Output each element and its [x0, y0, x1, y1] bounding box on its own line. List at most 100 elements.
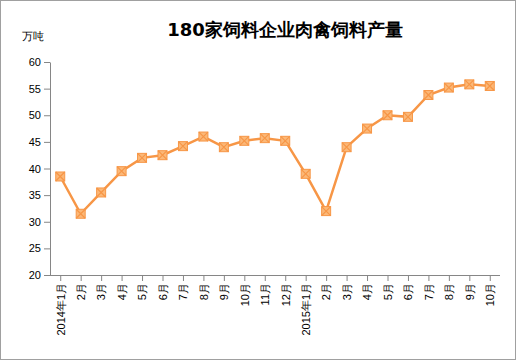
x-tick-mark	[367, 275, 368, 281]
marker	[117, 167, 126, 176]
y-tick-mark	[44, 248, 50, 249]
x-tick-label: 10月	[484, 283, 496, 306]
marker-square	[219, 143, 228, 152]
y-tick-label: 50	[29, 109, 41, 121]
marker-cross	[76, 209, 85, 218]
x-tick-label: 2014年1月	[55, 283, 67, 336]
marker	[138, 153, 147, 162]
x-tick-label: 5月	[136, 283, 148, 300]
x-tick: 10月	[239, 275, 251, 306]
marker-cross	[158, 151, 167, 160]
x-axis: 2014年1月2月3月4月5月6月7月8月9月10月11月12月2015年1月2…	[50, 275, 500, 336]
x-tick-mark	[101, 275, 102, 281]
y-tick-mark	[44, 169, 50, 170]
y-tick-label: 35	[29, 189, 41, 201]
marker	[485, 81, 494, 90]
x-tick: 12月	[280, 275, 292, 306]
marker	[199, 132, 208, 141]
y-tick-label: 30	[29, 216, 41, 228]
x-tick-label: 12月	[280, 283, 292, 306]
y-axis-line	[50, 63, 51, 276]
y-tick-label: 20	[29, 269, 41, 281]
marker	[281, 136, 290, 145]
marker-cross	[322, 207, 331, 216]
x-tick: 9月	[218, 275, 230, 300]
marker-cross	[281, 136, 290, 145]
x-tick-label: 6月	[157, 283, 169, 300]
x-tick-mark	[122, 275, 123, 281]
x-tick-mark	[326, 275, 327, 281]
x-tick-mark	[449, 275, 450, 281]
marker-cross	[178, 142, 187, 151]
marker-square	[117, 167, 126, 176]
y-tick-mark	[44, 222, 50, 223]
marker	[383, 111, 392, 120]
plot-area	[56, 80, 495, 218]
y-tick-mark	[44, 115, 50, 116]
x-tick: 2月	[320, 275, 332, 300]
x-tick: 11月	[259, 275, 271, 305]
marker-cross	[465, 80, 474, 89]
y-tick-label: 60	[29, 56, 41, 68]
x-tick-mark	[60, 275, 61, 281]
marker-square	[260, 134, 269, 143]
title: 180家饲料企业肉禽饲料产量	[167, 19, 403, 40]
marker	[219, 143, 228, 152]
x-tick-label: 3月	[95, 283, 107, 300]
marker-square	[342, 143, 351, 152]
x-tick-mark	[408, 275, 409, 281]
marker-cross	[444, 83, 453, 92]
x-tick: 6月	[157, 275, 169, 300]
x-tick-mark	[285, 275, 286, 281]
marker-cross	[383, 111, 392, 120]
marker	[76, 209, 85, 218]
y-tick-label: 40	[29, 163, 41, 175]
x-tick-label: 6月	[402, 283, 414, 300]
x-tick-mark	[224, 275, 225, 281]
x-tick: 7月	[423, 275, 435, 300]
series-line	[60, 84, 490, 213]
x-tick-mark	[428, 275, 429, 281]
x-tick: 4月	[116, 275, 128, 300]
marker-square	[383, 111, 392, 120]
marker-square	[56, 172, 65, 181]
marker-square	[465, 80, 474, 89]
x-tick-mark	[244, 275, 245, 281]
y-axis-title: 万吨	[22, 30, 44, 43]
x-tick-mark	[265, 275, 266, 281]
y-tick: 60	[29, 56, 50, 68]
marker-square	[199, 132, 208, 141]
y-tick: 30	[29, 216, 50, 228]
x-tick-mark	[306, 275, 307, 281]
marker-cross	[363, 124, 372, 133]
marker-cross	[485, 81, 494, 90]
marker-square	[158, 151, 167, 160]
x-tick: 2月	[75, 275, 87, 300]
marker-square	[322, 207, 331, 216]
x-tick-label: 8月	[198, 283, 210, 300]
marker-square	[138, 153, 147, 162]
marker	[342, 143, 351, 152]
marker-cross	[117, 167, 126, 176]
x-tick-label: 3月	[341, 283, 353, 300]
x-tick: 2014年1月	[55, 275, 67, 336]
x-tick: 8月	[443, 275, 455, 300]
marker	[424, 91, 433, 100]
x-tick: 5月	[382, 275, 394, 300]
marker-square	[363, 124, 372, 133]
marker-cross	[199, 132, 208, 141]
x-tick: 4月	[361, 275, 373, 300]
y-tick: 45	[29, 136, 50, 148]
x-tick-mark	[490, 275, 491, 281]
x-tick-label: 7月	[177, 283, 189, 300]
x-axis-line	[50, 275, 500, 276]
marker-square	[76, 209, 85, 218]
marker	[97, 188, 106, 197]
marker-square	[485, 81, 494, 90]
y-axis: 202530354045505560	[29, 56, 51, 281]
marker-square	[424, 91, 433, 100]
marker-square	[240, 136, 249, 145]
marker-square	[97, 188, 106, 197]
x-tick-label: 2月	[75, 283, 87, 300]
marker	[301, 169, 310, 178]
